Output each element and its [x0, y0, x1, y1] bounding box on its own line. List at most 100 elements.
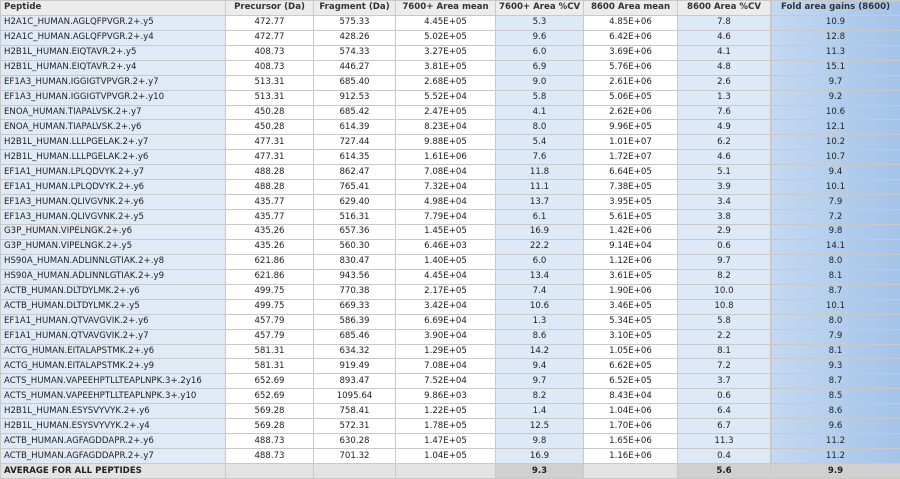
- data-row: ACTG_HUMAN.EITALAPSTMK.2+.y9 581.31 919.49…: [0, 358, 900, 375]
- peptide-cell: G3P_HUMAN.VIPELNGK.2+.y5: [0, 238, 226, 255]
- value-cell: 477.31: [225, 149, 314, 166]
- value-cell: 8.43E+04: [583, 388, 678, 405]
- data-row: EF1A3_HUMAN.IGGIGTVPVGR.2+.y7 513.31 685.4…: [0, 74, 900, 91]
- data-row: ACTB_HUMAN.AGFAGDDAPR.2+.y7 488.73 701.32 1…: [0, 448, 900, 465]
- value-cell: 685.46: [313, 328, 396, 345]
- value-cell: 685.40: [313, 74, 396, 91]
- peptide-cell: EF1A3_HUMAN.QLIVGVNK.2+.y6: [0, 194, 226, 211]
- value-cell: 450.28: [225, 119, 314, 136]
- peptide-cell: H2B1L_HUMAN.EIQTAVR.2+.y4: [0, 59, 226, 76]
- value-cell: 457.79: [225, 328, 314, 345]
- value-cell: 9.88E+05: [395, 134, 496, 151]
- value-cell: 10.0: [677, 283, 771, 300]
- value-cell: 4.1: [677, 44, 771, 61]
- value-cell: 488.28: [225, 164, 314, 181]
- value-cell: 912.53: [313, 89, 396, 106]
- value-cell: 7.8: [677, 14, 771, 31]
- peptide-cell: ACTB_HUMAN.DLTDYLMK.2+.y5: [0, 298, 226, 315]
- value-cell: 569.28: [225, 403, 314, 420]
- value-cell: 16.9: [495, 224, 584, 240]
- value-cell: 657.36: [313, 224, 396, 240]
- value-cell: 621.86: [225, 253, 314, 270]
- data-row: HS90A_HUMAN.ADLINNLGTIAK.2+.y8 621.86 830.…: [0, 253, 900, 270]
- value-cell: 5.4: [495, 134, 584, 151]
- value-cell: 0.6: [677, 388, 771, 405]
- value-cell: 1.42E+06: [583, 224, 678, 240]
- average-cell: 5.6: [677, 463, 771, 479]
- value-cell: 3.10E+05: [583, 328, 678, 345]
- value-cell: 3.81E+05: [395, 59, 496, 76]
- value-cell: 4.45E+04: [395, 268, 496, 285]
- value-cell: 1.4: [495, 403, 584, 420]
- data-row: EF1A1_HUMAN.LPLQDVYK.2+.y6 488.28 765.41 7.…: [0, 179, 900, 196]
- value-cell: 8.7: [770, 283, 900, 300]
- peptide-cell: ENOA_HUMAN.TIAPALVSK.2+.y7: [0, 104, 226, 121]
- value-cell: 1.16E+06: [583, 448, 678, 465]
- column-header: 7600+ Area mean: [395, 0, 496, 16]
- value-cell: 1.70E+06: [583, 418, 678, 435]
- value-cell: 701.32: [313, 448, 396, 465]
- value-cell: 3.8: [677, 209, 771, 226]
- peptide-cell: H2A1C_HUMAN.AGLQFPVGR.2+.y5: [0, 14, 226, 31]
- value-cell: 1.65E+06: [583, 433, 678, 450]
- value-cell: 6.1: [495, 209, 584, 226]
- value-cell: 830.47: [313, 253, 396, 270]
- value-cell: 5.3: [495, 14, 584, 31]
- value-cell: 634.32: [313, 343, 396, 360]
- value-cell: 8.1: [677, 343, 771, 360]
- value-cell: 7.9: [770, 328, 900, 345]
- value-cell: 8.1: [770, 268, 900, 285]
- peptide-cell: ACTB_HUMAN.AGFAGDDAPR.2+.y6: [0, 433, 226, 450]
- average-cell: 9.9: [770, 463, 900, 479]
- value-cell: 1.78E+05: [395, 418, 496, 435]
- value-cell: 8.0: [770, 253, 900, 270]
- value-cell: 488.73: [225, 448, 314, 465]
- value-cell: 8.6: [495, 328, 584, 345]
- value-cell: 435.77: [225, 209, 314, 226]
- value-cell: 2.9: [677, 224, 771, 240]
- data-row: ENOA_HUMAN.TIAPALVSK.2+.y7 450.28 685.42 2.…: [0, 104, 900, 121]
- value-cell: 8.5: [770, 388, 900, 405]
- value-cell: 1.05E+06: [583, 343, 678, 360]
- value-cell: 9.7: [495, 373, 584, 390]
- value-cell: 10.2: [770, 134, 900, 151]
- column-header: Peptide: [0, 0, 226, 16]
- value-cell: 2.2: [677, 328, 771, 345]
- column-header: Precursor (Da): [225, 0, 314, 16]
- value-cell: 14.1: [770, 238, 900, 255]
- value-cell: 4.45E+05: [395, 14, 496, 31]
- value-cell: 7.4: [495, 283, 584, 300]
- data-row: EF1A3_HUMAN.IGGIGTVPVGR.2+.y10 513.31 912.…: [0, 89, 900, 106]
- peptide-cell: H2B1L_HUMAN.LLLPGELAK.2+.y7: [0, 134, 226, 151]
- peptide-cell: EF1A1_HUMAN.LPLQDVYK.2+.y6: [0, 179, 226, 196]
- value-cell: 630.28: [313, 433, 396, 450]
- value-cell: 435.26: [225, 224, 314, 240]
- value-cell: 5.8: [677, 313, 771, 330]
- peptide-cell: H2A1C_HUMAN.AGLQFPVGR.2+.y4: [0, 29, 226, 46]
- value-cell: 6.7: [677, 418, 771, 435]
- peptide-cell: ACTG_HUMAN.EITALAPSTMK.2+.y6: [0, 343, 226, 360]
- value-cell: 16.9: [495, 448, 584, 465]
- data-row: H2B1L_HUMAN.LLLPGELAK.2+.y6 477.31 614.35 1…: [0, 149, 900, 166]
- data-row: H2A1C_HUMAN.AGLQFPVGR.2+.y5 472.77 575.33 4…: [0, 14, 900, 31]
- value-cell: 6.42E+06: [583, 29, 678, 46]
- value-cell: 5.61E+05: [583, 209, 678, 226]
- data-row: ACTG_HUMAN.EITALAPSTMK.2+.y6 581.31 634.32…: [0, 343, 900, 360]
- value-cell: 1.90E+06: [583, 283, 678, 300]
- value-cell: 5.76E+06: [583, 59, 678, 76]
- peptide-cell: H2B1L_HUMAN.ESYSVYVYK.2+.y4: [0, 418, 226, 435]
- value-cell: 9.3: [770, 358, 900, 375]
- value-cell: 13.4: [495, 268, 584, 285]
- peptide-cell: H2B1L_HUMAN.LLLPGELAK.2+.y6: [0, 149, 226, 166]
- value-cell: 9.6: [770, 418, 900, 435]
- value-cell: 6.52E+05: [583, 373, 678, 390]
- value-cell: 8.23E+04: [395, 119, 496, 136]
- value-cell: 7.08E+04: [395, 164, 496, 181]
- value-cell: 11.2: [770, 433, 900, 450]
- value-cell: 428.26: [313, 29, 396, 46]
- value-cell: 6.0: [495, 253, 584, 270]
- value-cell: 8.7: [770, 373, 900, 390]
- column-header: Fold area gains (8600): [770, 0, 900, 16]
- value-cell: 572.31: [313, 418, 396, 435]
